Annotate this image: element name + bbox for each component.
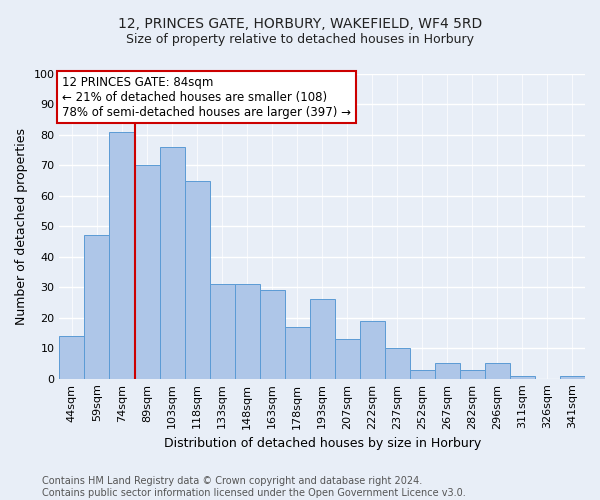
Bar bbox=[284, 327, 310, 378]
Bar bbox=[235, 284, 260, 378]
Bar bbox=[160, 147, 185, 378]
Bar bbox=[209, 284, 235, 378]
Bar bbox=[185, 180, 209, 378]
Bar bbox=[85, 236, 109, 378]
Bar bbox=[435, 364, 460, 378]
Text: 12, PRINCES GATE, HORBURY, WAKEFIELD, WF4 5RD: 12, PRINCES GATE, HORBURY, WAKEFIELD, WF… bbox=[118, 18, 482, 32]
Bar bbox=[134, 166, 160, 378]
Bar bbox=[410, 370, 435, 378]
Bar bbox=[335, 339, 360, 378]
Bar bbox=[560, 376, 585, 378]
Y-axis label: Number of detached properties: Number of detached properties bbox=[15, 128, 28, 325]
Bar bbox=[460, 370, 485, 378]
Bar bbox=[360, 321, 385, 378]
Text: Size of property relative to detached houses in Horbury: Size of property relative to detached ho… bbox=[126, 32, 474, 46]
Text: Contains HM Land Registry data © Crown copyright and database right 2024.
Contai: Contains HM Land Registry data © Crown c… bbox=[42, 476, 466, 498]
Bar bbox=[510, 376, 535, 378]
Bar bbox=[485, 364, 510, 378]
Bar bbox=[109, 132, 134, 378]
Bar bbox=[260, 290, 284, 378]
Text: 12 PRINCES GATE: 84sqm
← 21% of detached houses are smaller (108)
78% of semi-de: 12 PRINCES GATE: 84sqm ← 21% of detached… bbox=[62, 76, 351, 118]
Bar bbox=[310, 300, 335, 378]
X-axis label: Distribution of detached houses by size in Horbury: Distribution of detached houses by size … bbox=[164, 437, 481, 450]
Bar bbox=[59, 336, 85, 378]
Bar bbox=[385, 348, 410, 378]
